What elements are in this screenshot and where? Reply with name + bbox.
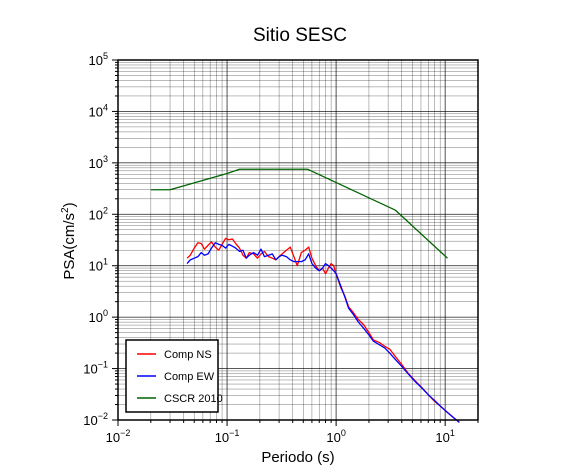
x-axis-label: Periodo (s) <box>261 449 334 466</box>
y-tick-label-exp: −1 <box>98 360 108 370</box>
y-tick-label: 103 <box>89 154 108 171</box>
y-tick-label-exp: 2 <box>103 205 108 215</box>
legend-label-comp-ew: Comp EW <box>164 371 215 383</box>
grid <box>117 59 479 421</box>
legend-label-comp-ns: Comp NS <box>164 349 212 361</box>
series-lines <box>150 168 460 423</box>
x-tick-label-base: 10 <box>435 430 449 445</box>
x-tick-label-exp: −1 <box>229 428 239 438</box>
y-tick-label-base: 10 <box>89 259 103 274</box>
y-tick-label: 100 <box>89 308 108 325</box>
y-tick-label-exp: 5 <box>103 51 108 61</box>
y-tick-label-base: 10 <box>89 53 103 68</box>
y-tick-label-base: 10 <box>89 156 103 171</box>
x-tick-label: 10−1 <box>215 428 240 445</box>
series-line-comp-ns <box>186 237 460 423</box>
x-tick-label-base: 10 <box>326 430 340 445</box>
legend: Comp NS Comp EW CSCR 2010 <box>125 339 223 413</box>
y-axis-label-main: PSA(cm/s <box>61 213 78 280</box>
legend-label-cscr-2010: CSCR 2010 <box>164 393 223 405</box>
y-axis-label-sup: 2 <box>60 207 71 213</box>
x-tick-label: 100 <box>326 428 345 445</box>
y-tick-label: 105 <box>89 51 108 68</box>
y-axis-label-close: ) <box>61 202 78 207</box>
x-tick-label: 101 <box>435 428 454 445</box>
y-tick-label-exp: 1 <box>103 257 108 267</box>
y-tick-label: 10−2 <box>83 411 108 428</box>
y-tick-label: 101 <box>89 257 108 274</box>
y-tick-label: 10−1 <box>83 360 108 377</box>
series-line-comp-ew <box>186 242 460 423</box>
x-tick-label-base: 10 <box>215 430 229 445</box>
y-tick-label-base: 10 <box>83 413 97 428</box>
x-tick-label: 10−2 <box>106 428 131 445</box>
x-tick-label-exp: −2 <box>120 428 130 438</box>
chart-title: Sitio SESC <box>253 25 347 46</box>
y-tick-label: 104 <box>89 102 108 119</box>
y-tick-label-base: 10 <box>89 310 103 325</box>
y-tick-label-exp: 3 <box>103 154 108 164</box>
y-axis-label: PSA(cm/s2) <box>60 202 78 279</box>
x-tick-label-exp: 0 <box>341 428 346 438</box>
y-tick-label-exp: 0 <box>103 308 108 318</box>
y-tick-label-exp: −2 <box>98 411 108 421</box>
y-tick-label-base: 10 <box>89 104 103 119</box>
y-tick-label: 102 <box>89 205 108 222</box>
x-tick-label-exp: 1 <box>450 428 455 438</box>
series-line-cscr-2010 <box>150 168 448 259</box>
y-tick-label-base: 10 <box>83 362 97 377</box>
plot-frame <box>117 59 479 421</box>
x-tick-label-base: 10 <box>106 430 120 445</box>
y-tick-label-exp: 4 <box>103 102 108 112</box>
y-tick-label-base: 10 <box>89 207 103 222</box>
